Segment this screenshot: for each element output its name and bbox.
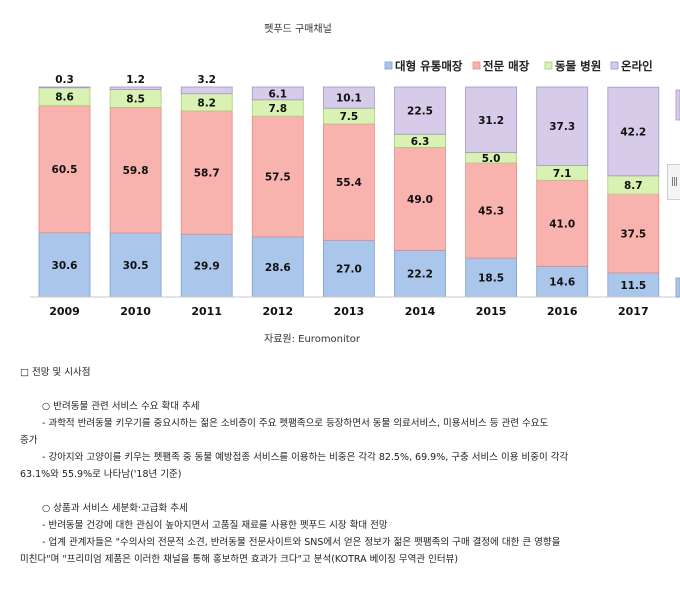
bullet-line: - 강아지와 고양이를 키우는 펫팸족 중 동물 예방접종 서비스를 이용하는 …: [42, 452, 569, 463]
data-label: 10.1: [336, 93, 362, 105]
x-tick-label: 2017: [618, 305, 649, 318]
bar-segment: [607, 193, 660, 274]
bar-segment: [109, 86, 162, 90]
legend-label: 온라인: [621, 59, 653, 73]
x-tick-labels: 2009 2010 2011 2012 2013 2014 2015 2016 2017: [49, 305, 648, 318]
data-label: 0.3: [55, 74, 74, 86]
legend-swatch: [472, 61, 481, 70]
bullet-line: 증가: [20, 435, 38, 446]
data-label: 3.2: [197, 74, 216, 86]
bar-segment: [251, 115, 304, 238]
bar-segment: [394, 249, 446, 298]
legend-label: 대형 유통매장: [395, 59, 463, 73]
data-label: 7.1: [553, 168, 572, 180]
x-tick-label: 2015: [476, 305, 507, 318]
bar-segment: [251, 236, 304, 298]
bar-segment: [394, 147, 446, 251]
bar-segment: [322, 86, 375, 109]
bar-segment: [38, 86, 91, 89]
paragraph-heading: ○ 상품과 서비스 세분화·고급화 추세: [42, 503, 188, 514]
bullet-line: - 반려동물 건강에 대한 관심이 높아지면서 고품질 재료를 사용한 펫푸드 …: [42, 520, 388, 531]
bar-segment: [394, 86, 446, 135]
bullet-line: 미친다"며 "프리미엄 제품은 이러한 채널을 통해 홍보하면 효과가 크다"고…: [20, 554, 459, 565]
data-label: 58.7: [194, 168, 220, 180]
data-label: 37.3: [549, 121, 575, 133]
data-label: 57.5: [265, 172, 291, 184]
bar-segment: [607, 86, 660, 177]
x-tick-label: 2013: [334, 305, 365, 318]
data-label: 30.6: [52, 260, 78, 272]
data-label: 49.0: [407, 194, 433, 206]
data-label: 14.6: [549, 277, 575, 289]
bar-segment: [536, 179, 589, 267]
data-label: 45.3: [478, 206, 504, 218]
bullet-line: - 과학적 반려동물 키우기를 중요시하는 젊은 소비층이 주요 펫팸족으로 등…: [42, 418, 549, 429]
data-label: 37.5: [620, 228, 646, 240]
scroll-handle[interactable]: |||: [667, 164, 680, 200]
data-label: 28.6: [265, 262, 291, 274]
data-label: 60.5: [52, 164, 78, 176]
data-label: 1.2: [126, 74, 145, 86]
data-label: 55.4: [336, 177, 362, 189]
data-label: 59.8: [123, 165, 149, 177]
data-label: 31.2: [478, 115, 504, 127]
x-tick-label: 2016: [547, 305, 578, 318]
data-labels: 30.6 60.5 8.6 0.3 30.5 59.8 8.5 1.2 29.9 58.7 8.2 3…: [52, 74, 647, 292]
bar-segment: [38, 105, 91, 234]
x-tick-label: 2010: [120, 305, 151, 318]
data-label: 6.1: [268, 88, 287, 100]
bar-segment: [465, 86, 518, 153]
x-tick-label: 2014: [405, 305, 436, 318]
data-label: 22.5: [407, 106, 433, 118]
data-label: 30.5: [123, 260, 149, 272]
data-label: 7.8: [268, 103, 287, 115]
bar-segment: [251, 86, 304, 101]
data-label: 22.2: [407, 269, 433, 281]
clipped-next-bar-upper: [675, 89, 680, 121]
data-label: 8.7: [624, 180, 643, 192]
data-label: 8.2: [197, 97, 216, 109]
data-label: 11.5: [620, 280, 646, 292]
legend-swatch: [610, 61, 619, 70]
legend-label: 동물 병원: [555, 59, 601, 73]
bars: [38, 86, 660, 298]
document-text: □ 전망 및 시사점 ○ 반려동물 관련 서비스 수요 확대 추세 - 과학적 …: [20, 364, 660, 568]
bar-segment: [180, 110, 233, 235]
x-tick-label: 2009: [49, 305, 80, 318]
paragraph-heading: ○ 반려동물 관련 서비스 수요 확대 추세: [42, 401, 200, 412]
bar-segment: [536, 86, 589, 166]
data-label: 27.0: [336, 264, 362, 276]
bar-segment: [38, 232, 91, 298]
data-label: 8.5: [126, 93, 145, 105]
data-label: 41.0: [549, 218, 575, 230]
bar-segment: [465, 257, 518, 298]
chart-title: 펫푸드 구매채널: [264, 23, 332, 35]
data-label: 29.9: [194, 261, 220, 273]
stacked-bar-chart: 펫푸드 구매채널 대형 유통매장 전문 매장 동물 병원 온라인 30.6 60.5 8.…: [30, 23, 680, 318]
legend-label: 전문 매장: [483, 59, 530, 73]
chart-source: 자료원: Euromonitor: [264, 334, 360, 345]
legend-swatch: [384, 61, 393, 70]
x-tick-label: 2011: [191, 305, 222, 318]
data-label: 42.2: [620, 127, 646, 139]
bar-segment: [322, 123, 375, 241]
data-label: 8.6: [55, 92, 74, 104]
bar-segment: [109, 106, 162, 234]
data-label: 6.3: [411, 136, 430, 148]
data-label: 18.5: [478, 273, 504, 285]
legend: 대형 유통매장 전문 매장 동물 병원 온라인: [384, 59, 653, 73]
bar-segment: [607, 272, 660, 298]
data-label: 5.0: [482, 153, 501, 165]
bar-segment: [322, 239, 375, 298]
bullet-line: - 업계 관계자들은 "수의사의 전문적 소견, 반려동물 전문사이트와 SNS…: [42, 537, 561, 548]
clipped-next-bar-lower: [675, 277, 680, 298]
bullet-line: 63.1%와 55.9%로 나타남('18년 기준): [20, 469, 182, 480]
bar-segment: [536, 265, 589, 298]
bar-segment: [180, 86, 233, 95]
x-tick-label: 2012: [262, 305, 293, 318]
grip-icon: |||: [670, 177, 678, 187]
legend-swatch: [544, 61, 553, 70]
data-label: 7.5: [340, 111, 359, 123]
section-heading: □ 전망 및 시사점: [20, 367, 91, 378]
